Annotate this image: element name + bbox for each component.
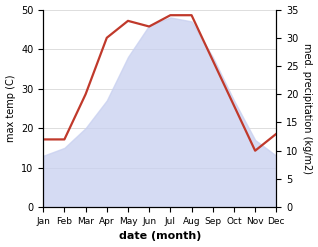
- Y-axis label: med. precipitation (kg/m2): med. precipitation (kg/m2): [302, 43, 313, 174]
- X-axis label: date (month): date (month): [119, 231, 201, 242]
- Y-axis label: max temp (C): max temp (C): [5, 75, 16, 142]
